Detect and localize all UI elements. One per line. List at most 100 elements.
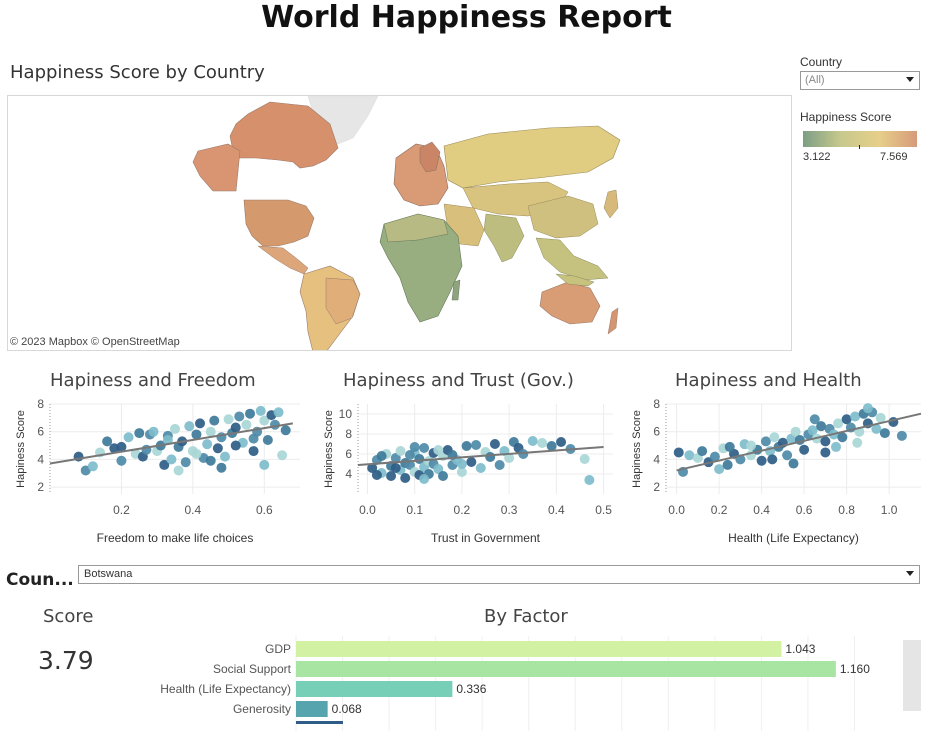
scatter-point[interactable] <box>209 415 220 426</box>
scatter-point[interactable] <box>556 437 567 447</box>
scatter-point[interactable] <box>216 462 227 473</box>
scatter-point[interactable] <box>756 455 767 466</box>
scatter-point[interactable] <box>419 474 430 484</box>
scatter-point[interactable] <box>862 403 873 414</box>
scatter-point[interactable] <box>475 463 486 473</box>
scatter-point[interactable] <box>195 418 205 429</box>
factor-bar[interactable] <box>296 681 453 697</box>
scatter-point[interactable] <box>433 445 444 455</box>
scatter-point[interactable] <box>404 450 415 460</box>
scatter-point[interactable] <box>746 440 756 451</box>
scatter-point[interactable] <box>809 414 820 425</box>
scatter-point[interactable] <box>799 444 810 455</box>
scatter-point[interactable] <box>166 454 177 465</box>
scatter-point[interactable] <box>248 433 259 444</box>
scatter-point[interactable] <box>714 464 725 475</box>
scatter-point[interactable] <box>234 411 245 422</box>
scatter-point[interactable] <box>456 459 467 469</box>
scatter-point[interactable] <box>220 451 230 462</box>
scatter-point[interactable] <box>390 453 401 463</box>
scatter-point[interactable] <box>134 428 145 439</box>
scatter-point[interactable] <box>769 432 780 443</box>
scatter-point[interactable] <box>433 464 444 474</box>
scatter-point[interactable] <box>273 407 284 418</box>
scatter-point[interactable] <box>788 458 799 469</box>
scatter-point[interactable] <box>837 432 848 443</box>
scatter-point[interactable] <box>546 441 557 451</box>
scatter-point[interactable] <box>386 471 397 481</box>
scatter-point[interactable] <box>116 455 127 466</box>
scatter-point[interactable] <box>584 475 595 485</box>
factor-bar[interactable] <box>296 661 836 677</box>
scatter-point[interactable] <box>504 453 515 463</box>
scatter-point[interactable] <box>223 414 234 425</box>
scatter-point[interactable] <box>419 443 430 453</box>
factor-bar[interactable] <box>296 701 328 717</box>
scatter-point[interactable] <box>123 432 134 443</box>
scatter-point[interactable] <box>371 470 382 480</box>
scatter-point[interactable] <box>760 436 771 447</box>
scatter-point[interactable] <box>404 460 415 470</box>
scatter-point[interactable] <box>191 429 202 440</box>
scatter-point[interactable] <box>184 421 195 432</box>
scatter-point[interactable] <box>790 426 801 437</box>
scatter-point[interactable] <box>205 455 216 466</box>
scatter-point[interactable] <box>409 442 420 452</box>
freedom-scatter-chart[interactable]: 2 4 6 8 0.2 0.4 0.6 Hapiness Score Freedom to ma… <box>10 398 310 556</box>
scatter-point[interactable] <box>527 436 538 446</box>
scatter-point[interactable] <box>148 426 159 437</box>
scatter-point[interactable] <box>262 435 273 445</box>
scatter-point[interactable] <box>248 446 259 457</box>
scatter-point[interactable] <box>831 441 841 452</box>
scatter-point[interactable] <box>684 450 695 461</box>
trust-scatter-chart[interactable]: 4 6 8 10 0.0 0.1 0.2 0.3 0.4 0.5 Hapiness Score Tru… <box>318 398 628 556</box>
scatter-point[interactable] <box>438 471 448 481</box>
world-map[interactable] <box>7 95 792 351</box>
scatter-point[interactable] <box>673 447 684 458</box>
scatter-point[interactable] <box>871 423 882 434</box>
scatter-point[interactable] <box>400 473 411 483</box>
scatter-point[interactable] <box>170 423 180 434</box>
scatter-point[interactable] <box>820 436 831 447</box>
scatter-point[interactable] <box>841 414 852 425</box>
country-filter-dropdown[interactable]: (All) <box>800 71 920 90</box>
factor-scrollbar[interactable] <box>903 640 921 711</box>
scatter-point[interactable] <box>259 459 270 470</box>
scatter-point[interactable] <box>697 446 708 457</box>
scatter-point[interactable] <box>280 425 291 436</box>
scatter-point[interactable] <box>875 412 886 423</box>
scatter-point[interactable] <box>202 439 213 450</box>
scatter-point[interactable] <box>485 452 496 462</box>
scatter-point[interactable] <box>833 418 844 429</box>
scatter-point[interactable] <box>471 440 482 450</box>
scatter-point[interactable] <box>162 435 173 445</box>
scatter-point[interactable] <box>159 459 170 470</box>
scatter-point[interactable] <box>277 450 288 461</box>
factor-bar[interactable] <box>296 641 782 657</box>
scatter-point[interactable] <box>241 419 252 430</box>
scatter-point[interactable] <box>230 422 241 433</box>
scatter-point[interactable] <box>390 463 401 473</box>
scatter-point[interactable] <box>259 415 270 426</box>
scatter-point[interactable] <box>173 465 184 476</box>
scatter-point[interactable] <box>367 463 378 473</box>
scatter-point[interactable] <box>456 467 467 477</box>
scatter-point[interactable] <box>722 459 733 470</box>
scatter-point[interactable] <box>816 421 827 432</box>
scatter-point[interactable] <box>395 446 406 456</box>
scatter-point[interactable] <box>116 441 127 452</box>
scatter-point[interactable] <box>230 440 241 451</box>
scatter-point[interactable] <box>102 436 113 447</box>
scatter-point[interactable] <box>87 461 98 472</box>
scatter-point[interactable] <box>376 451 387 461</box>
scatter-point[interactable] <box>255 405 266 416</box>
scatter-point[interactable] <box>767 454 778 465</box>
scatter-point[interactable] <box>850 411 861 422</box>
scatter-point[interactable] <box>494 460 505 470</box>
scatter-point[interactable] <box>579 454 590 464</box>
scatter-point[interactable] <box>537 438 548 448</box>
scatter-point[interactable] <box>191 448 202 459</box>
scatter-point[interactable] <box>180 457 191 468</box>
scatter-point[interactable] <box>807 425 818 436</box>
scatter-point[interactable] <box>489 439 500 449</box>
